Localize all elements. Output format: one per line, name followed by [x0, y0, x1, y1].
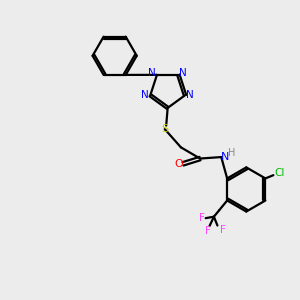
Text: F: F	[199, 213, 205, 223]
Text: H: H	[229, 148, 236, 158]
Text: S: S	[161, 124, 168, 134]
Text: Cl: Cl	[274, 168, 284, 178]
Text: N: N	[220, 152, 229, 162]
Text: N: N	[148, 68, 156, 78]
Text: N: N	[141, 90, 149, 100]
Text: F: F	[205, 226, 211, 236]
Text: F: F	[220, 225, 226, 235]
Text: O: O	[174, 159, 183, 169]
Text: N: N	[179, 68, 187, 77]
Text: N: N	[186, 90, 194, 100]
